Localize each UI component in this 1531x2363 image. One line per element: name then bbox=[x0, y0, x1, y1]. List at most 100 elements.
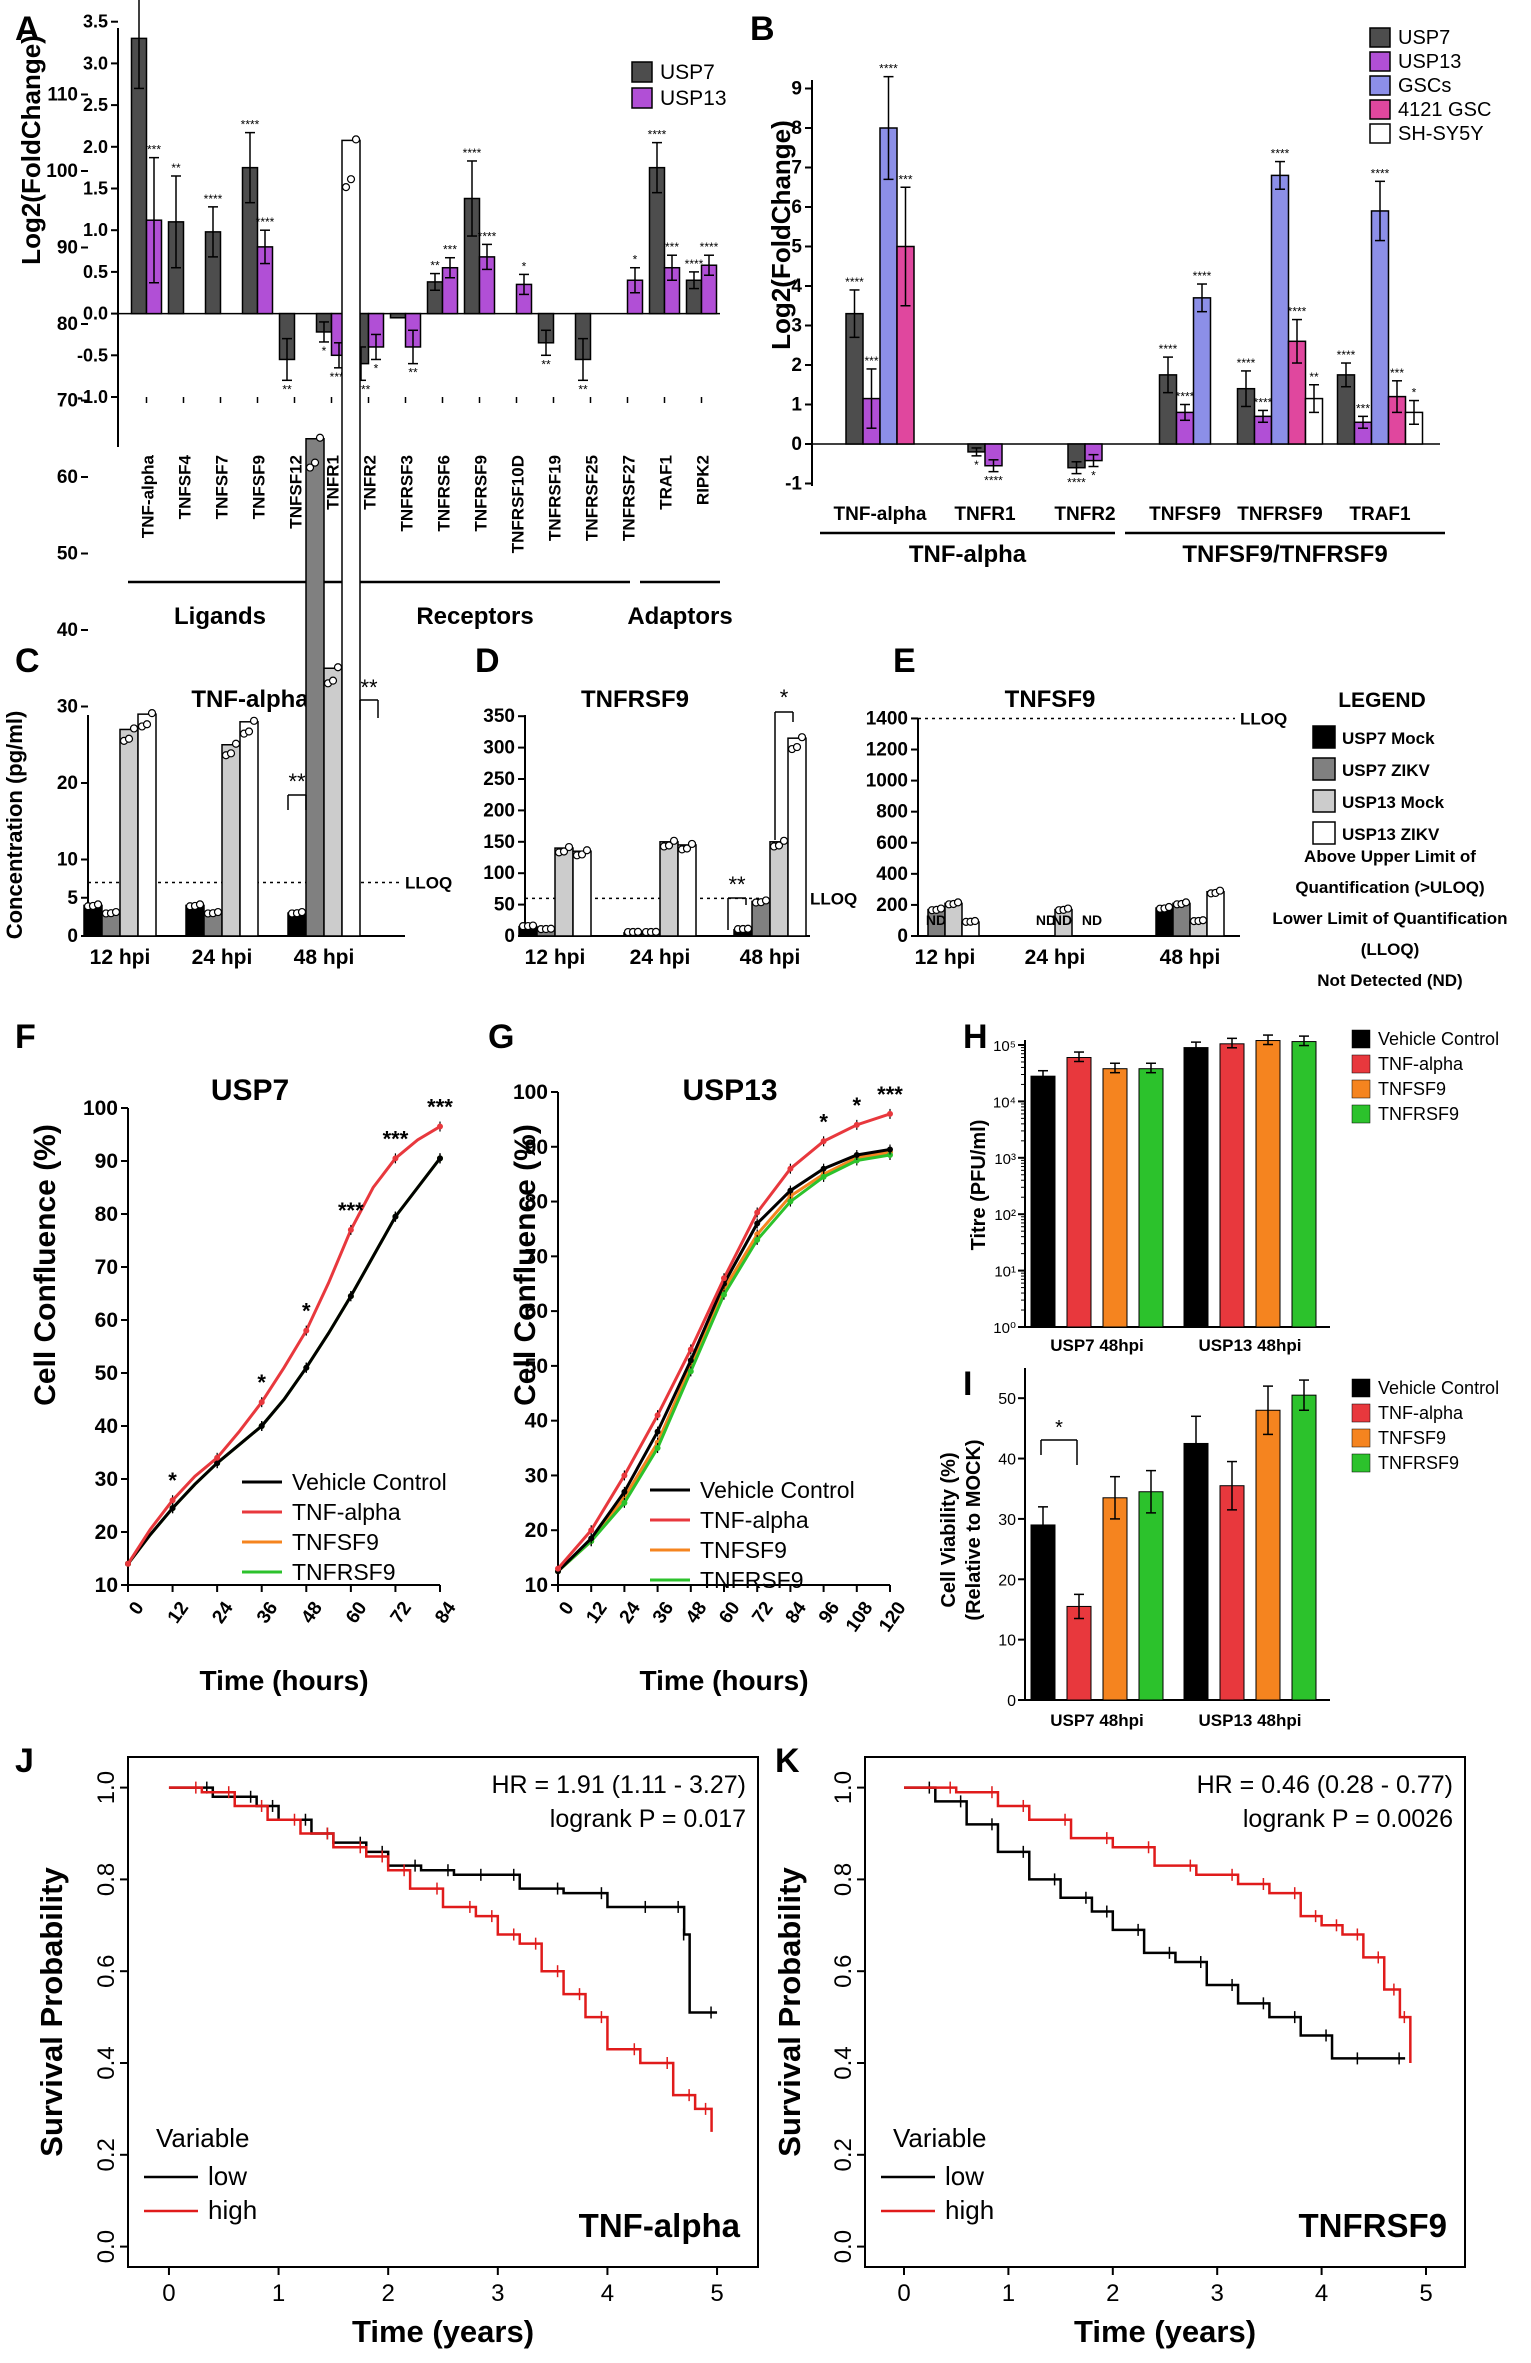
x-tick-label: USP13 48hpi bbox=[1199, 1711, 1302, 1730]
panel-label-c: C bbox=[15, 642, 40, 680]
y-axis-label: Survival Probability bbox=[34, 1867, 69, 2157]
y-tick-label: 0 bbox=[504, 926, 515, 947]
legend-title: LEGEND bbox=[1338, 689, 1426, 712]
bar-tnfsf9 bbox=[1192, 297, 1212, 445]
line-tnf-alpha bbox=[126, 1125, 441, 1565]
y-tick-label: 50 bbox=[998, 1391, 1016, 1408]
data-point bbox=[787, 1165, 794, 1172]
x-tick-label: 72 bbox=[748, 1598, 777, 1627]
x-tick-label: 3 bbox=[491, 2280, 504, 2307]
legend-swatch bbox=[1351, 1428, 1371, 1448]
y-tick-label: 80 bbox=[525, 1191, 548, 1214]
x-tick-label: TNFRSF3 bbox=[398, 455, 417, 532]
y-tick-label: 30 bbox=[57, 697, 78, 718]
x-tick-label: TNFRSF9 bbox=[1237, 504, 1323, 525]
significance-marker: ** bbox=[288, 769, 306, 794]
y-tick-label: 400 bbox=[876, 864, 908, 885]
panel-label-b: B bbox=[750, 10, 775, 48]
data-point bbox=[853, 1151, 860, 1158]
data-point bbox=[214, 1454, 221, 1461]
nd-label: ND bbox=[1036, 912, 1056, 928]
bar-usp13-mock bbox=[659, 841, 679, 937]
legend-swatch bbox=[1369, 51, 1391, 72]
y-tick-label: 250 bbox=[483, 769, 515, 790]
y-tick-label: 30 bbox=[525, 1464, 548, 1487]
legend-label: TNF-alpha bbox=[1378, 1054, 1464, 1074]
legend-swatch bbox=[1351, 1403, 1371, 1423]
y-tick-label: 40 bbox=[57, 620, 78, 641]
replicate-dot bbox=[797, 733, 807, 742]
lloq-label: LLOQ bbox=[810, 889, 857, 908]
significance-marker: *** bbox=[383, 1126, 409, 1151]
data-point bbox=[169, 1505, 176, 1512]
statistics-text: HR = 1.91 (1.11 - 3.27) bbox=[491, 1771, 746, 1799]
y-tick-label: 1.0 bbox=[83, 220, 108, 240]
y-tick-label: 9 bbox=[791, 79, 802, 100]
x-tick-label: TNF-alpha bbox=[834, 504, 927, 525]
data-point bbox=[347, 1226, 354, 1233]
plot-frame bbox=[127, 1756, 759, 2268]
replicate-dot bbox=[664, 841, 674, 850]
legend-label: high bbox=[208, 2195, 257, 2225]
x-tick-label: 24 hpi bbox=[1025, 946, 1086, 969]
data-point bbox=[820, 1138, 827, 1145]
panel-label-g: G bbox=[488, 1018, 514, 1056]
survival-curve-high bbox=[168, 1786, 713, 2132]
y-tick-label: 3.0 bbox=[83, 53, 108, 73]
y-tick-label: 80 bbox=[57, 314, 78, 335]
x-tick-label: 4 bbox=[601, 2280, 614, 2307]
y-axis-label: Log2(FoldChange) bbox=[16, 35, 46, 265]
bar-tnfsf9 bbox=[1255, 1409, 1281, 1701]
y-tick-label: 100 bbox=[483, 863, 515, 884]
y-tick-label: 60 bbox=[525, 1300, 548, 1323]
x-tick-label: 2 bbox=[382, 2280, 395, 2307]
y-tick-label: 0.4 bbox=[93, 2046, 120, 2079]
data-point bbox=[687, 1357, 694, 1364]
data-point bbox=[392, 1213, 399, 1220]
significance-marker: *** bbox=[147, 143, 161, 157]
y-tick-label: 90 bbox=[95, 1150, 118, 1173]
significance-marker: * bbox=[322, 344, 327, 358]
bar-tnfsf9 bbox=[1255, 1040, 1281, 1328]
panel-label-e: E bbox=[893, 642, 916, 680]
bar-vehicle-control bbox=[1030, 1524, 1056, 1701]
significance-marker: * bbox=[257, 1370, 266, 1395]
data-point bbox=[125, 1560, 131, 1567]
significance-marker: ** bbox=[360, 675, 378, 700]
survival-curve-low bbox=[904, 1786, 1406, 2060]
legend-label: low bbox=[945, 2161, 984, 2191]
significance-marker: **** bbox=[984, 474, 1003, 488]
legend-swatch bbox=[1369, 99, 1391, 120]
x-tick-label: 48 hpi bbox=[740, 946, 801, 969]
y-tick-label: 100 bbox=[513, 1081, 548, 1104]
y-tick-label: 0 bbox=[791, 434, 802, 455]
data-point bbox=[621, 1472, 628, 1479]
nd-label: ND bbox=[1052, 912, 1072, 928]
data-point bbox=[555, 1565, 561, 1572]
x-tick-label: 48 hpi bbox=[294, 946, 355, 969]
data-point bbox=[588, 1535, 595, 1542]
replicate-dot bbox=[231, 739, 241, 748]
significance-marker: ** bbox=[171, 161, 181, 175]
significance-marker: * bbox=[633, 253, 638, 267]
y-tick-label: 80 bbox=[95, 1203, 118, 1226]
panel-label-j: J bbox=[15, 1742, 34, 1780]
replicate-dot bbox=[953, 898, 963, 907]
bar-usp13-zikv bbox=[677, 844, 697, 937]
replicate-dot bbox=[633, 927, 643, 936]
x-tick-label: 12 bbox=[164, 1598, 193, 1627]
legend-swatch bbox=[1369, 75, 1391, 96]
replicate-dot bbox=[1181, 898, 1191, 907]
x-tick-label: 3 bbox=[1211, 2280, 1224, 2307]
replicate-dot bbox=[328, 676, 338, 685]
y-tick-label: 0 bbox=[897, 926, 908, 947]
bar-traf1 bbox=[1370, 210, 1390, 445]
replicate-dot bbox=[792, 742, 802, 752]
y-axis-label: Cell Confluence (%) bbox=[509, 1124, 542, 1406]
y-tick-label: 800 bbox=[876, 802, 908, 823]
bar-usp13-mock bbox=[119, 728, 139, 937]
replicate-dot bbox=[1164, 902, 1174, 912]
x-tick-label: TNFSF7 bbox=[213, 455, 232, 519]
y-tick-label: 10 bbox=[525, 1574, 548, 1597]
x-tick-label: 120 bbox=[875, 1598, 910, 1636]
